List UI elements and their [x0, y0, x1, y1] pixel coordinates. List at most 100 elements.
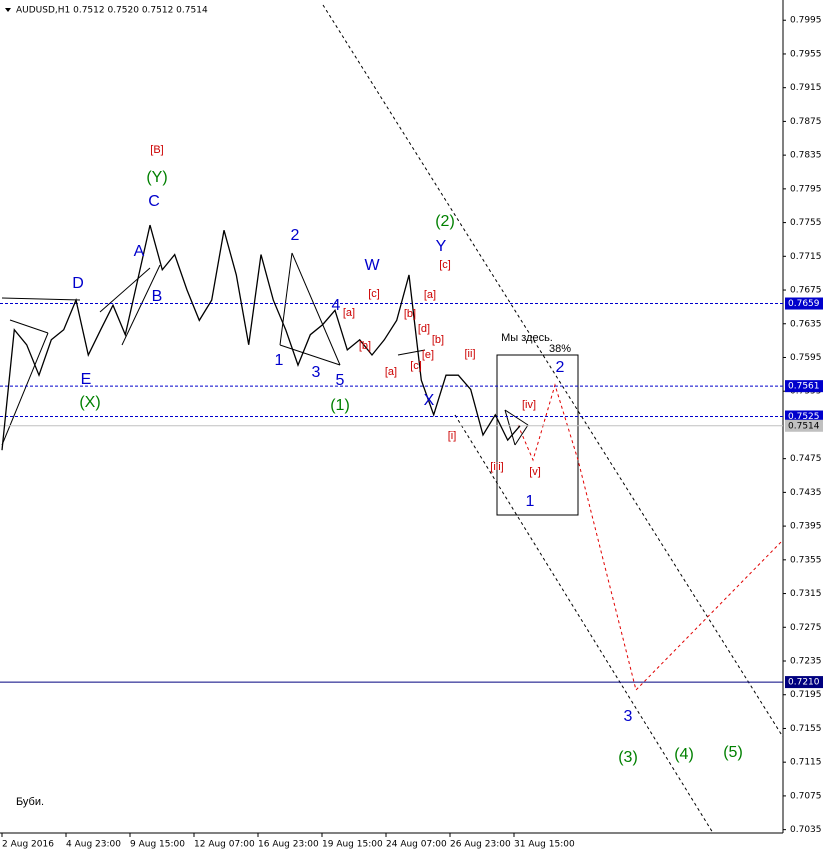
level-label-box — [785, 380, 823, 393]
y-tick-label: 0.7955 — [790, 49, 822, 59]
x-tick-label: 16 Aug 23:00 — [258, 840, 319, 850]
x-tick-label: 2 Aug 2016 — [2, 840, 54, 850]
y-tick-label: 0.7155 — [790, 724, 822, 734]
x-tick-label: 24 Aug 07:00 — [386, 840, 447, 850]
wave-label: D — [72, 275, 84, 292]
wave-label: [a] — [424, 289, 436, 301]
level-label-box — [785, 410, 823, 423]
wave-label: (X) — [79, 394, 100, 411]
y-tick-label: 0.7995 — [790, 16, 822, 26]
x-tick-label: 9 Aug 15:00 — [130, 840, 185, 850]
level-label-box — [785, 419, 823, 432]
wave-label: [b] — [359, 340, 371, 352]
y-tick-label: 0.7915 — [790, 83, 822, 93]
level-label: 0.7659 — [788, 299, 820, 309]
y-tick-label: 0.7475 — [790, 454, 822, 464]
wave-label: (Y) — [146, 169, 167, 186]
wave-label: [d] — [418, 323, 430, 335]
wave-label: (5) — [723, 744, 743, 761]
wave-label: 2 — [291, 227, 300, 244]
wave-label: 2 — [556, 359, 565, 376]
trend-line — [397, 349, 426, 356]
y-tick-label: 0.7715 — [790, 252, 822, 262]
wave-label: [c] — [439, 259, 451, 271]
x-tick-label: 31 Aug 15:00 — [514, 840, 575, 850]
level-label: 0.7525 — [788, 412, 820, 422]
wave-label: [b] — [432, 334, 444, 346]
y-tick-label: 0.7875 — [790, 117, 822, 127]
channel-line — [322, 4, 784, 738]
wave-label: [ii] — [465, 348, 476, 360]
trend-line — [1, 297, 81, 301]
trend-line — [504, 409, 516, 446]
drawings — [1, 4, 784, 834]
level-label: 0.7514 — [788, 421, 820, 431]
wave-label: 4 — [332, 297, 341, 314]
wave-label: X — [424, 392, 435, 409]
trend-line — [279, 252, 293, 346]
wave-label: [c] — [410, 360, 422, 372]
y-tick-label: 0.7315 — [790, 589, 822, 599]
wave-label: [iv] — [522, 399, 536, 411]
wave-label: [B] — [150, 144, 163, 156]
y-tick-label: 0.7835 — [790, 151, 822, 161]
wave-label: (1) — [330, 397, 350, 414]
x-tick-label: 4 Aug 23:00 — [66, 840, 121, 850]
trend-line — [1, 332, 49, 446]
y-tick-label: 0.7755 — [790, 218, 822, 228]
wave-label: 5 — [336, 372, 345, 389]
level-label-box — [785, 676, 823, 689]
wave-label: [e] — [422, 349, 434, 361]
wave-label: 1 — [526, 493, 535, 510]
wave-label: [b] — [404, 308, 416, 320]
wave-label: Мы здесь. — [501, 332, 553, 344]
wave-label: W — [364, 257, 380, 274]
wave-label: 38% — [549, 343, 571, 355]
channel-line — [454, 414, 714, 834]
trend-line — [99, 267, 151, 313]
level-label-box — [785, 297, 823, 310]
trend-line — [121, 264, 161, 346]
y-tick-label: 0.7435 — [790, 488, 822, 498]
wave-label: (2) — [435, 213, 455, 230]
wave-label: [iii] — [490, 461, 503, 473]
trend-line — [9, 319, 49, 334]
wave-label: (3) — [618, 749, 638, 766]
y-tick-label: 0.7395 — [790, 522, 822, 532]
y-tick-label: 0.7195 — [790, 690, 822, 700]
wave-label: A — [134, 243, 145, 260]
wave-label: [v] — [529, 466, 541, 478]
wave-label: E — [81, 371, 92, 388]
y-tick-label: 0.7035 — [790, 825, 822, 835]
wave-label: [i] — [448, 430, 457, 442]
trend-line — [504, 409, 529, 426]
target-box — [496, 354, 579, 516]
level-label: 0.7210 — [788, 678, 820, 688]
y-tick-label: 0.7795 — [790, 184, 822, 194]
wave-label: 3 — [624, 708, 633, 725]
wave-label: 1 — [275, 352, 284, 369]
wave-label: [a] — [385, 366, 397, 378]
y-tick-label: 0.7595 — [790, 353, 822, 363]
chart-title: AUDUSD,H1 0.7512 0.7520 0.7512 0.7514 — [16, 6, 208, 16]
x-tick-label: 12 Aug 07:00 — [194, 840, 255, 850]
wave-label: (4) — [674, 746, 694, 763]
level-label: 0.7561 — [788, 382, 820, 392]
y-tick-label: 0.7355 — [790, 555, 822, 565]
wave-label: [c] — [368, 288, 380, 300]
wave-label: B — [152, 288, 163, 305]
trend-line — [514, 424, 529, 446]
wave-label: Буби. — [16, 796, 44, 808]
y-tick-label: 0.7635 — [790, 319, 822, 329]
y-tick-label: 0.7275 — [790, 623, 822, 633]
projection-path — [517, 383, 784, 691]
price-line — [1, 224, 521, 451]
y-tick-label: 0.7235 — [790, 657, 822, 667]
trend-line — [279, 344, 341, 366]
wave-label: [a] — [343, 307, 355, 319]
wave-label: 3 — [312, 364, 321, 381]
title-marker — [5, 8, 11, 12]
x-tick-label: 26 Aug 23:00 — [450, 840, 511, 850]
